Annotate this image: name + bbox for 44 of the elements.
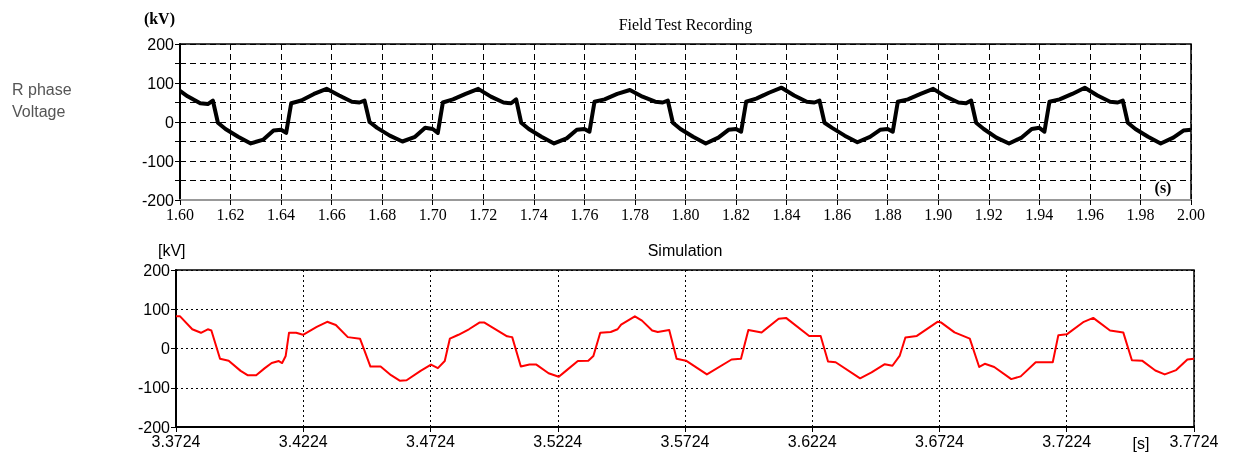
x-tick-label: 1.64 (267, 205, 296, 223)
x-tick-label: 1.76 (570, 205, 599, 223)
y-tick-label: 100 (147, 74, 175, 92)
x-tick-label: 1.80 (671, 205, 700, 223)
x-tick-label: 3.5724 (660, 432, 710, 450)
x-tick-label: 1.92 (974, 205, 1003, 223)
x-tick-label: 1.90 (924, 205, 953, 223)
line-series (175, 315, 1195, 382)
x-tick-label: 1.72 (469, 205, 498, 223)
x-tick-label: 3.6724 (915, 432, 965, 450)
y-tick-label: 0 (165, 113, 175, 131)
y-tick-label: 200 (143, 261, 171, 279)
x-tick-label: 3.7724 (1169, 432, 1219, 450)
x-tick-label: 3.5224 (533, 432, 583, 450)
chart-title: Simulation (647, 241, 723, 259)
x-tick-label: 1.86 (823, 205, 852, 223)
x-tick-label: 3.4224 (278, 432, 328, 450)
x-axis-title: [s] (1132, 434, 1150, 452)
y-tick-label: 100 (143, 300, 171, 318)
x-tick-label: 3.6224 (787, 432, 837, 450)
x-tick-label: 1.78 (620, 205, 649, 223)
x-axis-title: (s) (1154, 178, 1172, 197)
y-tick-label: 200 (147, 35, 175, 53)
y-tick-label: -100 (137, 379, 171, 397)
x-tick-label: 1.66 (317, 205, 346, 223)
x-tick-label: 1.82 (722, 205, 751, 223)
chart-title: Field Test Recording (618, 15, 753, 34)
x-tick-label: 1.96 (1075, 205, 1104, 223)
x-tick-label: 1.88 (873, 205, 902, 223)
x-tick-label: 1.94 (1025, 205, 1054, 223)
x-tick-label: 1.70 (418, 205, 447, 223)
y-axis-title: [kV] (158, 241, 186, 259)
x-tick-label: 3.4724 (406, 432, 456, 450)
y-axis-title: (kV) (143, 9, 175, 28)
x-tick-label: 1.98 (1126, 205, 1155, 223)
text: R phase Voltage (12, 80, 77, 120)
x-tick-label: 1.68 (368, 205, 397, 223)
y-tick-label: -100 (141, 152, 175, 170)
x-tick-label: 1.84 (772, 205, 801, 223)
x-tick-label: 1.62 (216, 205, 245, 223)
x-tick-label: 3.7224 (1042, 432, 1092, 450)
y-tick-label: 0 (161, 340, 171, 357)
x-tick-label: 2.00 (1177, 205, 1205, 223)
x-tick-label: 1.74 (519, 205, 548, 223)
